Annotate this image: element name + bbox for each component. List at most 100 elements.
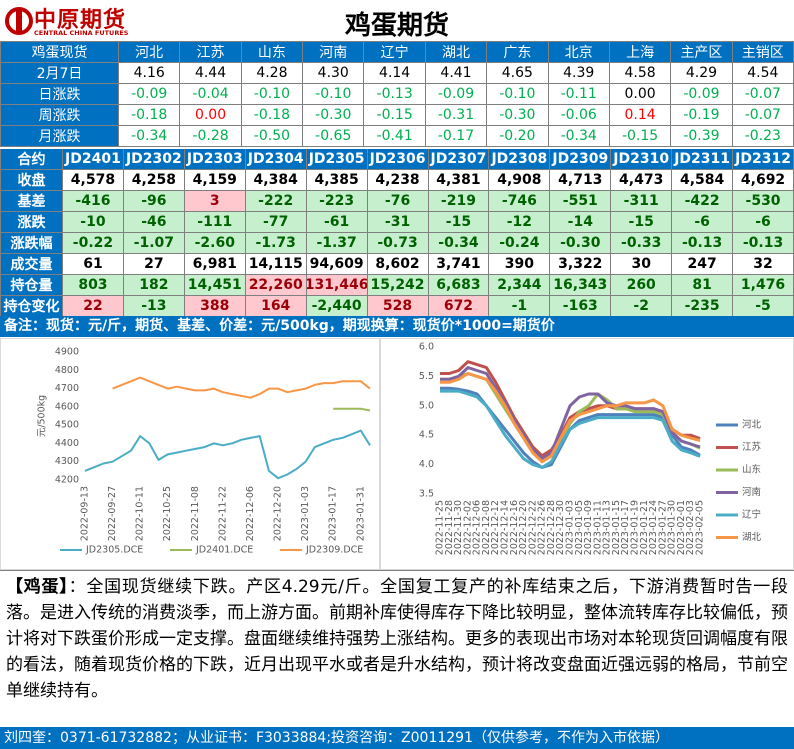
table-cell: -0.31	[425, 105, 488, 126]
column-header: JD2305	[306, 149, 368, 170]
chart-frame	[380, 338, 794, 570]
table-cell: 94,609	[306, 254, 368, 275]
column-header: 江苏	[180, 42, 242, 63]
x-tick-label: 2022-10-11	[135, 486, 146, 541]
x-tick-label: 2022-12-20	[518, 500, 529, 555]
x-tick-label: 2022-11-28	[444, 500, 455, 555]
logo-icon	[5, 7, 33, 35]
table-cell: -0.73	[367, 233, 429, 254]
table-cell: -0.17	[425, 126, 488, 147]
table-cell: -219	[428, 191, 490, 212]
column-header: JD2312	[733, 149, 794, 170]
table-cell: -5	[733, 296, 794, 317]
page-title: 鸡蛋期货	[344, 11, 449, 41]
table-cell: 0.00	[180, 105, 242, 126]
table-cell: 528	[367, 296, 429, 317]
x-tick-label: 2023-01-21	[639, 500, 650, 555]
column-header: JD2311	[672, 149, 734, 170]
x-tick-label: 2023-02-03	[685, 500, 696, 555]
table-cell: -416	[63, 191, 124, 212]
column-header: 河南	[303, 42, 365, 63]
chart-frame	[0, 338, 380, 570]
table-cell: -0.09	[119, 84, 181, 105]
table-cell: -14	[550, 212, 612, 233]
column-header: JD2306	[367, 149, 429, 170]
table-cell: -0.09	[425, 84, 488, 105]
table-cell: -31	[367, 212, 429, 233]
x-tick-label: 2023-01-31	[355, 486, 366, 541]
legend-label: 山东	[742, 464, 761, 476]
table-cell: -222	[245, 191, 307, 212]
x-tick-label: 2022-12-22	[527, 500, 538, 555]
table-cell: -0.13	[733, 233, 794, 254]
table-cell: -0.19	[671, 105, 733, 126]
row-label: 日涨跌	[1, 84, 119, 105]
table-cell: -0.34	[119, 126, 181, 147]
legend-label: 河南	[742, 486, 761, 498]
table-cell: -0.41	[364, 126, 426, 147]
table-cell: 4,713	[550, 170, 612, 191]
x-tick-label: 2023-01-13	[602, 500, 613, 555]
legend-label: JD2309.DCE	[305, 545, 363, 556]
x-tick-label: 2023-01-17	[620, 500, 631, 555]
table-cell: -13	[123, 296, 185, 317]
table-cell: 0.14	[609, 105, 672, 126]
table-cell: 4,159	[184, 170, 246, 191]
y-tick-label: 4700	[55, 383, 79, 394]
table-cell: -10	[63, 212, 124, 233]
y-tick-label: 4.5	[419, 430, 434, 441]
table-cell: -0.20	[487, 126, 549, 147]
table-cell: 4,258	[123, 170, 185, 191]
table-cell: -0.13	[364, 84, 426, 105]
table-cell: 6,981	[184, 254, 246, 275]
table-cell: -0.10	[241, 84, 304, 105]
column-header: JD2401	[63, 149, 124, 170]
footer: 刘四奎：0371-61732882；从业证书：F3033884;投资咨询：Z00…	[0, 727, 794, 749]
row-label: 涨跌幅	[1, 233, 63, 254]
y-tick-label: 4900	[55, 347, 79, 358]
table-cell: 4,384	[245, 170, 307, 191]
x-tick-label: 2022-12-28	[546, 500, 557, 555]
x-tick-label: 2023-01-03	[300, 486, 311, 541]
y-tick-label: 4800	[55, 365, 79, 376]
commentary: 【鸡蛋】：全国现货继续下跌。产区4.29元/斤。全国复工复产的补库结束之后，下游…	[0, 570, 794, 726]
table-cell: -0.07	[732, 84, 794, 105]
x-tick-label: 2023-02-01	[676, 500, 687, 555]
table-cell: -0.50	[241, 126, 304, 147]
x-tick-label: 2022-11-25	[435, 500, 446, 555]
x-tick-label: 2023-01-11	[592, 500, 603, 555]
futures-table: 合约 JD2401 JD2302 JD2303 JD2304 JD2305 JD2306 JD…	[0, 149, 794, 317]
table-cell: -235	[672, 296, 734, 317]
table-cell: 3,322	[550, 254, 612, 275]
table-cell: -76	[367, 191, 429, 212]
table-cell: -0.10	[487, 84, 549, 105]
table-cell: -0.30	[487, 105, 549, 126]
table-cell: 22,260	[245, 275, 307, 296]
column-header: 主产区	[671, 42, 733, 63]
table-cell: 388	[184, 296, 246, 317]
commentary-tag: 【鸡蛋】	[6, 577, 69, 597]
x-tick-label: 2023-01-19	[630, 500, 641, 555]
x-tick-label: 2023-01-27	[657, 500, 668, 555]
x-tick-label: 2022-11-22	[217, 486, 228, 541]
row-label: 基差	[1, 191, 63, 212]
column-header: JD2307	[428, 149, 490, 170]
row-label: 持仓变化	[1, 296, 63, 317]
column-header: 山东	[241, 42, 304, 63]
column-header: JD2309	[550, 149, 612, 170]
table-cell: 16,343	[550, 275, 612, 296]
table-cell: -1	[489, 296, 551, 317]
series-line	[440, 389, 701, 469]
table-cell: -15	[428, 212, 490, 233]
table-cell: 672	[428, 296, 490, 317]
x-tick-label: 2023-01-24	[648, 500, 659, 555]
y-tick-label: 5.0	[419, 400, 434, 411]
table-cell: 32	[733, 254, 794, 275]
table-cell: 803	[63, 275, 124, 296]
y-tick-label: 5.5	[419, 371, 434, 382]
table-cell: 27	[123, 254, 185, 275]
table-cell: -15	[611, 212, 673, 233]
table-cell: 4,238	[367, 170, 429, 191]
column-header: JD2303	[184, 149, 246, 170]
series-line	[440, 372, 701, 464]
